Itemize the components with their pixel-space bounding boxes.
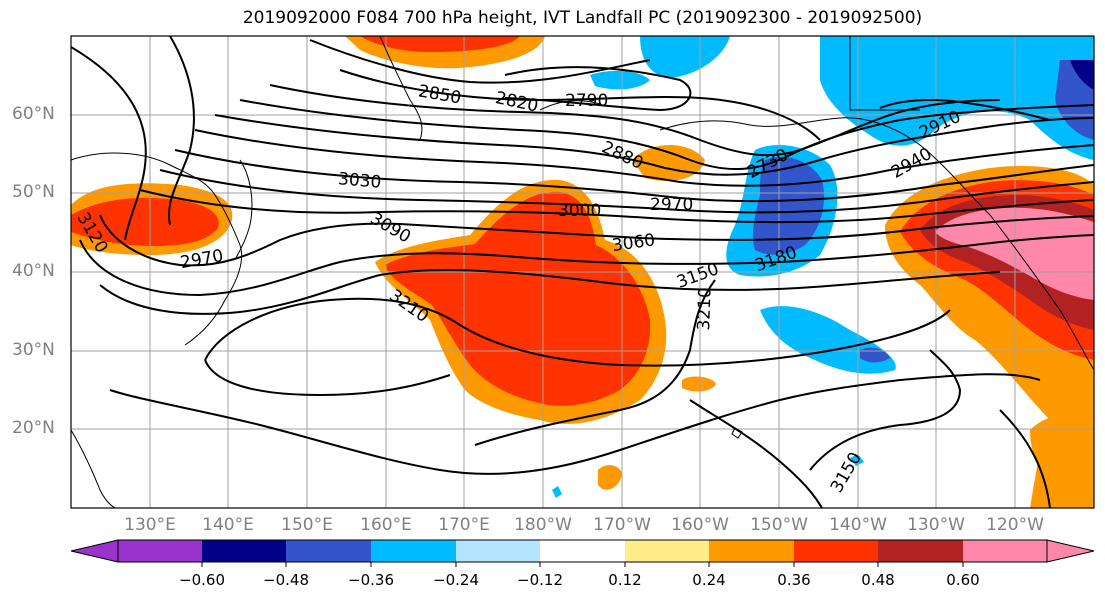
- lat-label-40n: 40°N: [12, 261, 55, 281]
- lon-label: 140°E: [202, 515, 254, 535]
- lon-label: 120°W: [986, 515, 1044, 535]
- colorbar-tick-label: −0.48: [263, 571, 309, 589]
- contour-label: 2790: [565, 91, 608, 111]
- contour-label: 2970: [650, 195, 693, 215]
- lon-label: 150°W: [750, 515, 808, 535]
- colorbar-segment: [371, 540, 456, 562]
- lon-label: 130°W: [907, 515, 965, 535]
- colorbar-segment: [963, 540, 1047, 562]
- coastlines: [71, 36, 1094, 508]
- contour-label: 3210: [694, 287, 715, 331]
- height-contours: [71, 36, 1094, 508]
- lat-label-20n: 20°N: [12, 418, 55, 438]
- lon-label: 160°W: [671, 515, 729, 535]
- colorbar-segment: [456, 540, 540, 562]
- map-frame: [70, 35, 1095, 509]
- contour-label: 3000: [558, 201, 601, 221]
- lat-label-30n: 30°N: [12, 340, 55, 360]
- map-title: 2019092000 F084 700 hPa height, IVT Land…: [242, 8, 923, 28]
- colorbar-tick-label: 0.48: [861, 571, 895, 589]
- colorbar-tick-label: −0.36: [348, 571, 394, 589]
- lon-label: 170°E: [438, 515, 490, 535]
- lon-label: 160°E: [360, 515, 412, 535]
- colorbar-segment: [202, 540, 286, 562]
- colorbar: [70, 539, 1095, 567]
- lat-label-60n: 60°N: [12, 104, 55, 124]
- colorbar-segment: [286, 540, 371, 562]
- map-plot-area: 2850 2820 2790 2880 2730 2910 2940 3030 …: [71, 36, 1094, 508]
- colorbar-tick-label: −0.60: [179, 571, 225, 589]
- lon-label: 130°E: [124, 515, 176, 535]
- colorbar-tick-label: 0.60: [946, 571, 980, 589]
- colorbar-arrow-left: [70, 539, 119, 563]
- colorbar-tick-label: 0.36: [777, 571, 811, 589]
- colorbar-segment: [709, 540, 794, 562]
- colorbar-tick-label: −0.24: [433, 571, 479, 589]
- colorbar-tick-label: 0.24: [692, 571, 726, 589]
- colorbar-tick-label: −0.12: [517, 571, 563, 589]
- colorbar-segment: [625, 540, 709, 562]
- lon-label: 180°W: [514, 515, 572, 535]
- colorbar-segment: [540, 540, 625, 562]
- colorbar-segment: [878, 540, 963, 562]
- colorbar-arrow-right: [1046, 539, 1095, 563]
- colorbar-tick-label: 0.12: [608, 571, 642, 589]
- colorbar-segment: [794, 540, 878, 562]
- lon-label: 140°W: [829, 515, 887, 535]
- lat-label-50n: 50°N: [12, 182, 55, 202]
- lon-label: 150°E: [281, 515, 333, 535]
- lon-label: 170°W: [593, 515, 651, 535]
- colorbar-segment: [118, 540, 202, 562]
- contour-label: 3030: [337, 169, 382, 193]
